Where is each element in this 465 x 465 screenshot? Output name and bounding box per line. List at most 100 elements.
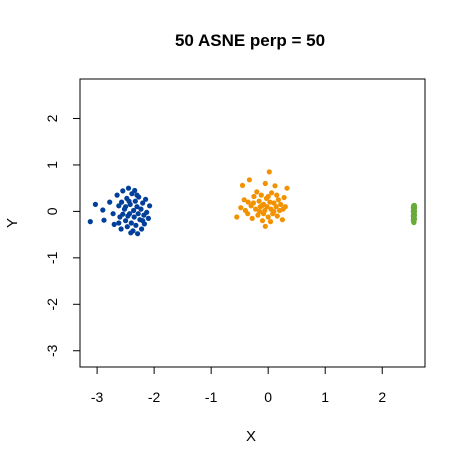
data-point-series-2 [256, 198, 262, 204]
data-point-series-1 [135, 211, 141, 217]
data-point-series-1 [111, 221, 117, 227]
data-point-series-2 [262, 180, 268, 187]
data-point-series-1 [110, 211, 116, 217]
chart-title: 50 ASNE perp = 50 [175, 31, 325, 50]
data-point-series-1 [123, 218, 129, 224]
data-point-series-1 [133, 222, 139, 228]
data-point-series-2 [265, 193, 271, 200]
data-point-series-1 [107, 199, 113, 205]
data-point-series-2 [274, 213, 280, 219]
data-point-series-2 [267, 199, 273, 205]
data-point-series-2 [279, 217, 285, 223]
data-point-series-2 [250, 200, 256, 206]
data-point-series-1 [125, 213, 131, 219]
data-point-series-2 [257, 208, 263, 214]
data-point-series-2 [259, 218, 266, 224]
x-tick-label: 1 [321, 389, 329, 405]
data-point-series-1 [131, 214, 137, 220]
data-point-series-1 [147, 203, 153, 209]
x-tick-label: -2 [148, 389, 161, 405]
x-tick-label: -3 [91, 389, 104, 405]
data-point-series-2 [258, 192, 264, 198]
data-point-series-1 [143, 196, 149, 202]
data-point-series-3 [411, 208, 417, 214]
data-point-series-2 [281, 194, 287, 201]
data-point-series-2 [234, 214, 240, 220]
data-point-series-3 [411, 203, 418, 209]
y-tick-label: 1 [44, 161, 60, 169]
data-point-series-2 [259, 203, 265, 209]
data-point-series-1 [125, 185, 132, 191]
data-point-series-1 [139, 226, 145, 232]
data-point-series-2 [251, 193, 257, 200]
data-point-series-1 [145, 215, 151, 221]
data-point-series-1 [114, 192, 120, 198]
data-point-series-1 [134, 192, 140, 198]
y-tick-label: 0 [44, 207, 60, 215]
y-tick-label: 2 [44, 114, 60, 122]
data-point-series-1 [144, 209, 150, 215]
data-point-series-1 [126, 198, 132, 204]
data-point-series-2 [245, 199, 251, 205]
data-point-series-2 [272, 183, 278, 189]
data-point-series-2 [238, 205, 244, 211]
data-point-series-1 [134, 204, 140, 210]
data-point-series-1 [138, 206, 144, 212]
data-point-series-2 [280, 206, 286, 212]
data-point-series-2 [239, 182, 246, 188]
data-point-series-1 [120, 211, 126, 217]
x-tick-label: 0 [264, 389, 272, 405]
y-tick-label: -1 [44, 251, 60, 264]
data-point-series-2 [241, 197, 247, 203]
data-point-series-2 [261, 211, 267, 217]
data-point-series-2 [284, 185, 290, 191]
data-point-series-1 [140, 218, 146, 224]
data-point-series-2 [246, 177, 252, 183]
data-point-series-1 [140, 200, 146, 206]
data-point-series-2 [249, 215, 255, 221]
data-point-series-2 [271, 200, 277, 206]
data-point-series-1 [132, 198, 138, 204]
data-point-series-1 [92, 201, 98, 207]
data-point-series-1 [128, 230, 134, 236]
data-point-series-1 [100, 207, 106, 213]
data-point-series-1 [135, 231, 141, 237]
data-point-series-2 [264, 204, 270, 210]
data-point-series-2 [245, 211, 251, 217]
data-point-series-1 [124, 224, 130, 230]
data-point-series-2 [254, 189, 260, 195]
data-point-series-2 [267, 219, 274, 225]
data-point-series-1 [116, 220, 122, 226]
data-point-series-1 [116, 203, 122, 209]
data-point-series-2 [271, 208, 277, 214]
data-point-series-1 [131, 207, 137, 214]
data-point-series-2 [253, 206, 259, 212]
data-point-series-1 [132, 187, 138, 194]
y-tick-label: -2 [44, 298, 60, 311]
data-point-series-2 [273, 204, 279, 210]
data-point-series-2 [269, 190, 275, 196]
data-point-series-3 [410, 217, 416, 223]
data-point-series-2 [275, 197, 281, 203]
x-axis: -3 -2 -1 0 1 2 [91, 366, 386, 405]
data-points [87, 169, 418, 237]
data-point-series-1 [87, 219, 93, 225]
data-point-series-1 [123, 204, 129, 210]
data-point-series-2 [266, 169, 272, 175]
data-point-series-2 [274, 192, 280, 198]
y-axis: -3 -2 -1 0 1 2 [44, 114, 81, 357]
data-point-series-2 [265, 214, 271, 220]
data-point-series-1 [118, 226, 124, 232]
data-point-series-1 [119, 199, 125, 205]
data-point-series-1 [120, 188, 126, 194]
x-tick-label: 2 [378, 389, 386, 405]
data-point-series-2 [278, 201, 284, 207]
y-tick-label: -3 [44, 344, 60, 357]
data-point-series-1 [101, 217, 107, 223]
y-axis-label: Y [4, 218, 21, 228]
x-tick-label: -1 [205, 389, 218, 405]
data-point-series-2 [262, 223, 268, 229]
data-point-series-1 [128, 220, 134, 226]
x-axis-label: X [246, 428, 256, 445]
